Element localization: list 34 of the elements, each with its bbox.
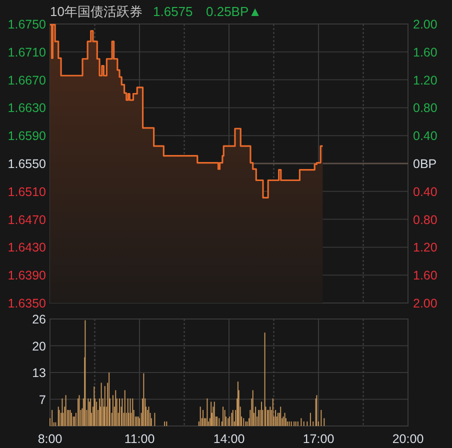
y-tick-label: 1.6390 bbox=[8, 268, 46, 283]
text: 0.25BP▲ bbox=[206, 4, 262, 19]
y-tick-label: 1.6750 bbox=[8, 18, 46, 32]
y-tick-label: 7 bbox=[39, 392, 46, 407]
y2-tick-label: 0.80 bbox=[413, 212, 438, 227]
y2-tick-label: 0.80 bbox=[413, 101, 438, 116]
y-tick-label: 13 bbox=[32, 366, 46, 380]
y2-tick-label: 1.20 bbox=[413, 240, 438, 255]
y-tick-label: 1.6630 bbox=[8, 101, 46, 116]
y-tick-label: 1.6590 bbox=[8, 129, 46, 144]
x-tick-label: 8:00 bbox=[38, 432, 62, 446]
y2-tick-label: 0.40 bbox=[413, 129, 438, 144]
y2-tick-label: 1.60 bbox=[413, 45, 438, 60]
y2-tick-label: 2.00 bbox=[413, 296, 438, 310]
y-tick-label: 1.6710 bbox=[8, 45, 46, 60]
y2-tick-label: 1.20 bbox=[413, 73, 438, 88]
y2-tick-label: 0.40 bbox=[413, 184, 438, 199]
y-tick-label: 26 bbox=[32, 312, 46, 326]
text: 1.6575 bbox=[153, 4, 193, 19]
x-tick-label: 20:00 bbox=[392, 432, 424, 446]
y2-tick-label: 1.60 bbox=[413, 268, 438, 283]
x-tick-label: 17:00 bbox=[302, 432, 334, 446]
y2-tick-label: 0BP bbox=[413, 157, 437, 171]
x-tick-label: 14:00 bbox=[213, 432, 245, 446]
y2-tick-label: 2.00 bbox=[413, 18, 438, 32]
y-tick-label: 1.6670 bbox=[8, 73, 46, 88]
y-tick-label: 1.6510 bbox=[8, 184, 46, 199]
y-tick-label: 1.6350 bbox=[8, 296, 46, 310]
x-tick-label: 11:00 bbox=[124, 432, 155, 446]
y-tick-label: 1.6430 bbox=[8, 240, 46, 255]
y-tick-label: 20 bbox=[32, 339, 46, 354]
y-tick-label: 1.6550 bbox=[8, 157, 46, 171]
chart-title: 10年国债活跃券 bbox=[50, 4, 142, 19]
y-tick-label: 1.6470 bbox=[8, 212, 46, 227]
